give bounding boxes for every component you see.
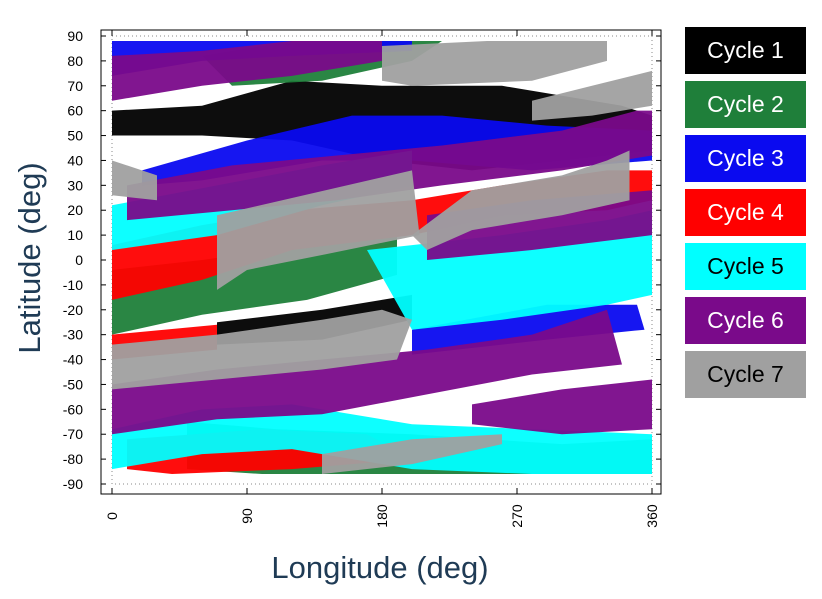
legend: Cycle 1 Cycle 2 Cycle 3 Cycle 4 Cycle 5 Cycle…: [685, 27, 806, 405]
x-tick-label: 90: [239, 508, 255, 524]
y-tick-label: 60: [67, 103, 83, 119]
y-tick-label: 30: [67, 177, 83, 193]
y-tick-label: -70: [63, 426, 83, 442]
y-tick-label: -50: [63, 376, 83, 392]
legend-item-cycle-3: Cycle 3: [685, 135, 806, 182]
y-tick-label: 90: [67, 28, 83, 44]
legend-item-cycle-5: Cycle 5: [685, 243, 806, 290]
y-tick-label: -30: [63, 327, 83, 343]
y-tick-label: -80: [63, 451, 83, 467]
y-tick-label: 70: [67, 78, 83, 94]
cycle-7-band-7: [322, 434, 502, 475]
y-tick-label: 10: [67, 227, 83, 243]
cycle-7-band-2: [112, 160, 157, 201]
y-tick-label: 0: [75, 252, 83, 268]
x-tick-label: 360: [644, 504, 660, 528]
y-tick-label: 80: [67, 53, 83, 69]
cycle-7-band-1: [382, 40, 607, 86]
y-tick-label: -60: [63, 401, 83, 417]
legend-item-cycle-2: Cycle 2: [685, 81, 806, 128]
cycle-6-band-5: [472, 379, 652, 435]
y-axis: 90 80 70 60 50 40 30 20 10 0 -10 -20 -30 -40 -50 -60 -70…: [63, 28, 661, 492]
y-tick-label: -10: [63, 277, 83, 293]
legend-item-cycle-7: Cycle 7: [685, 351, 806, 398]
y-tick-label: -40: [63, 352, 83, 368]
x-tick-label: 0: [104, 512, 120, 520]
legend-item-cycle-6: Cycle 6: [685, 297, 806, 344]
cycle-7-band-3: [217, 170, 420, 290]
x-tick-label: 180: [374, 504, 390, 528]
cycle-6-band-2: [127, 110, 652, 221]
y-axis-label: Latitude (deg): [12, 162, 47, 354]
y-tick-label: 20: [67, 202, 83, 218]
y-tick-label: 40: [67, 152, 83, 168]
cycle-5-band-3: [112, 404, 652, 475]
cycle-6-band-1: [112, 40, 382, 101]
data-band-layer: [112, 40, 652, 475]
cycle-7-band-4: [412, 150, 630, 251]
x-axis: 0 90 180 270 360: [104, 30, 660, 528]
x-tick-label: 270: [509, 504, 525, 528]
legend-item-cycle-1: Cycle 1: [685, 27, 806, 74]
cycle-6-band-4: [112, 309, 622, 435]
y-tick-label: -90: [63, 476, 83, 492]
legend-item-cycle-4: Cycle 4: [685, 189, 806, 236]
y-tick-label: -20: [63, 302, 83, 318]
cycle-7-band-6: [112, 309, 412, 390]
cycle-7-band-5: [532, 70, 652, 121]
x-axis-label: Longitude (deg): [271, 550, 489, 585]
y-tick-label: 50: [67, 128, 83, 144]
